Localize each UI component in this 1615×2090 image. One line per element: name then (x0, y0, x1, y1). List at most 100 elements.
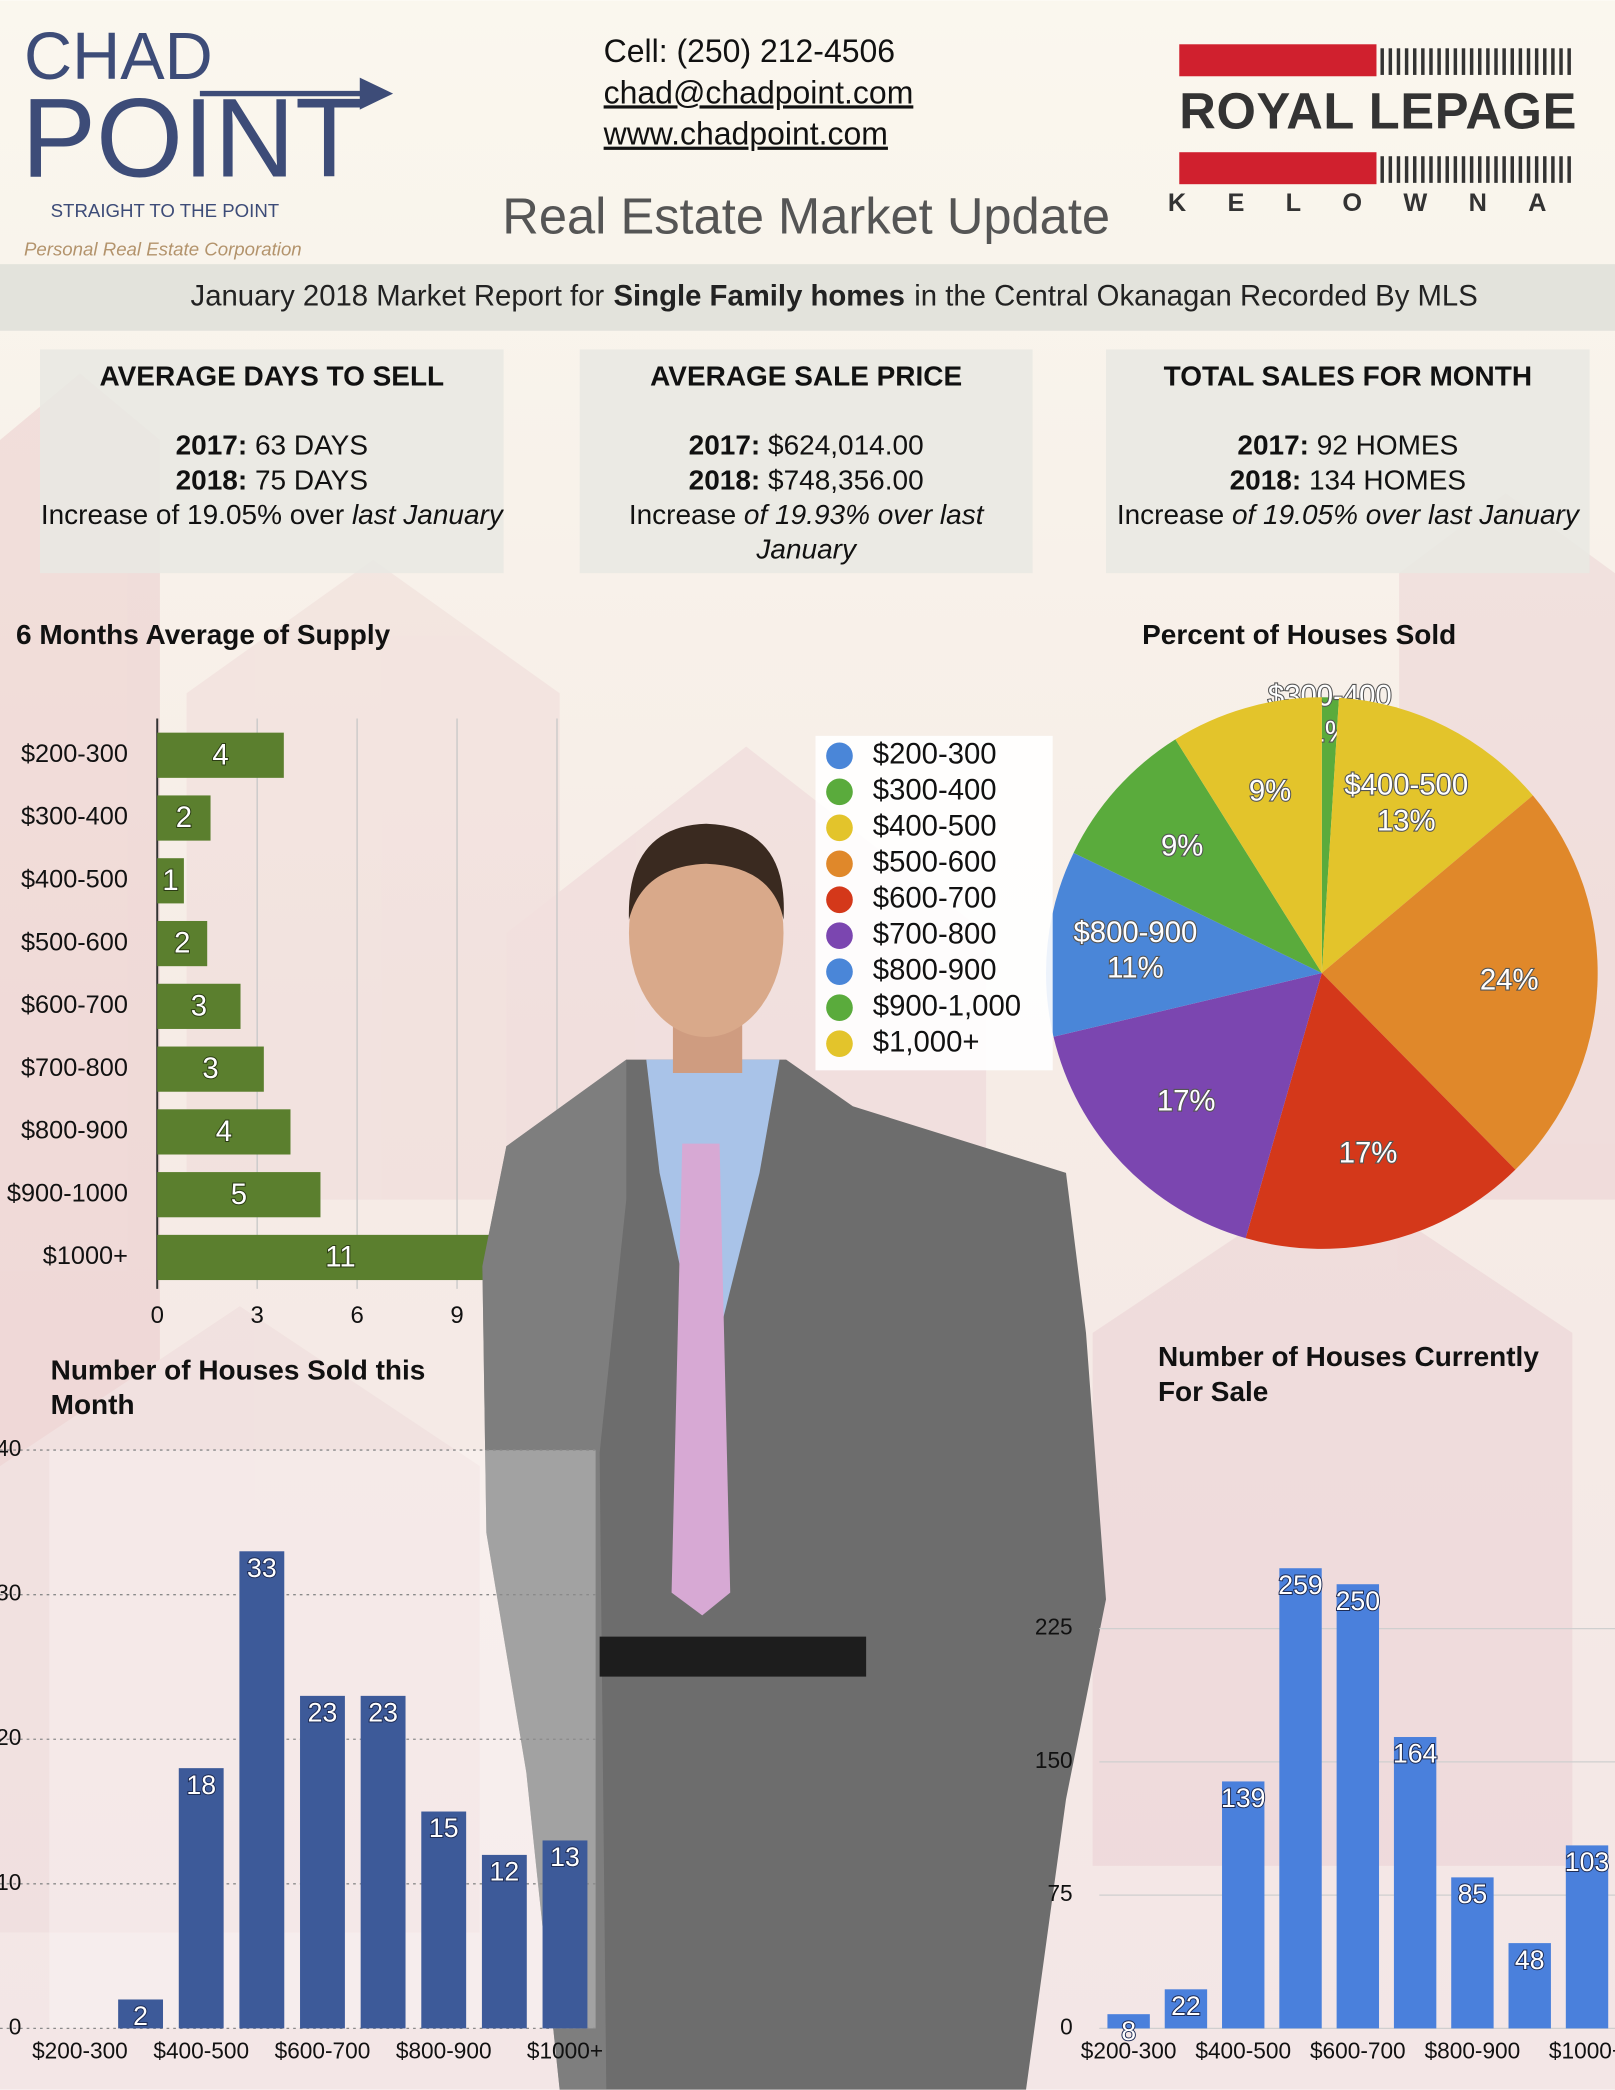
pie-slice (1175, 697, 1322, 974)
barcode-line (1429, 48, 1433, 75)
bar (1336, 1584, 1380, 2029)
stat-value: $748,356.00 (768, 465, 924, 497)
chart-title-box: 6 Months Average of Supply (15, 619, 391, 651)
chart-title: Number of Houses Sold this Month (50, 1355, 426, 1421)
barcode-line (1543, 156, 1547, 183)
bar (239, 1551, 285, 2029)
brand-logo: ROYAL LEPAGE KELOWNA (1168, 44, 1588, 217)
stat-note-italic: of 19.93% over last January (743, 500, 984, 566)
stat-box: AVERAGE SALE PRICE 2017: $624,014.00 201… (579, 349, 1033, 574)
barcode-line (1518, 156, 1523, 183)
logo-arrowhead (359, 77, 394, 110)
tie (671, 1143, 731, 1616)
y-tick-label: $400-500 (21, 865, 128, 893)
data-label: 23 (308, 1698, 338, 1728)
bar (157, 1172, 321, 1218)
stat-note-italic: of 19.05% over last January (1231, 500, 1579, 531)
barcode-line (1494, 48, 1498, 75)
data-label: 139 (1221, 1783, 1265, 1813)
stat-label: 2017: (175, 430, 248, 462)
bar (421, 1811, 467, 2029)
data-label: 3 (191, 989, 207, 1022)
y-tick-label: $800-900 (21, 1117, 128, 1145)
stat-value: 75 DAYS (254, 465, 369, 497)
x-tick-label: $200-300 (32, 2037, 128, 2063)
bar (1222, 1781, 1265, 2029)
contact-email[interactable]: chad@chadpoint.com (604, 74, 914, 110)
barcode-line (1396, 156, 1401, 183)
bar (157, 983, 241, 1029)
barcode-line (1437, 48, 1441, 75)
bar (1164, 1989, 1208, 2029)
data-label: 33 (247, 1553, 277, 1583)
data-label: 103 (1565, 1847, 1609, 1877)
data-label: 85 (1458, 1879, 1488, 1909)
y-tick-label: 225 (1035, 1614, 1073, 1640)
barcode-line (1502, 156, 1506, 183)
x-tick-label: $1000+ (1549, 2037, 1615, 2063)
barcode-line (1404, 48, 1409, 75)
front-layer: 010203040$200-3002$400-5001833$600-70023… (0, 1435, 1615, 2063)
stat-value: 92 HOMES (1316, 430, 1459, 462)
barcode-line (1429, 156, 1433, 183)
pie-slice (1321, 795, 1598, 1170)
barcode-line (1453, 156, 1458, 183)
barcode-line (1510, 156, 1514, 183)
bar (481, 1854, 527, 2029)
x-tick-label: $800-900 (1425, 2037, 1521, 2063)
bar (157, 732, 284, 778)
stat-label: 2018: (1229, 465, 1302, 497)
legend-swatch (826, 958, 853, 986)
data-label: 1 (162, 864, 178, 897)
data-label: 2 (174, 927, 190, 960)
x-tick-label: 9 (450, 1302, 463, 1329)
x-tick-label: $400-500 (1195, 2037, 1291, 2063)
data-label: 8 (1121, 2016, 1136, 2046)
bar (1393, 1737, 1437, 2029)
brand-city: KELOWNA (1168, 189, 1588, 217)
data-label: 9% (1249, 775, 1291, 808)
data-label: 11 (325, 1241, 355, 1274)
stat-box-body: AVERAGE DAYS TO SELL 2017: 63 DAYS 2018:… (39, 349, 504, 574)
data-label: 164 (1393, 1739, 1438, 1769)
bar (157, 795, 211, 841)
chart-title: 6 Months Average of Supply (15, 619, 391, 651)
x-tick-label: $1000+ (527, 2037, 603, 2063)
data-label: 12 (490, 1857, 520, 1887)
data-label: 11% (1107, 952, 1163, 985)
barcode-line (1567, 156, 1571, 183)
y-tick-label: $900-1000 (7, 1179, 128, 1207)
stat-label: 2018: (688, 465, 761, 497)
chart-title: Number of Houses Currently For Sale (1157, 1342, 1539, 1408)
data-label: 13% (1377, 805, 1436, 838)
y-tick-label: $300-400 (21, 803, 128, 831)
barcode-line (1502, 48, 1506, 75)
bar (1279, 1568, 1322, 2029)
barcode-line (1388, 48, 1393, 75)
chart-title: Percent of Houses Sold (1142, 619, 1457, 651)
bar (157, 1046, 264, 1092)
stat-box: AVERAGE DAYS TO SELL 2017: 63 DAYS 2018:… (39, 349, 504, 574)
pie-slice (1053, 973, 1322, 1239)
portrait (482, 823, 1106, 2090)
legend-label: $900-1,000 (873, 989, 1021, 1022)
data-label: 23 (368, 1698, 398, 1728)
bar (542, 1840, 588, 2029)
barcode-line (1469, 156, 1474, 183)
bar (157, 1234, 524, 1281)
bar (157, 920, 208, 967)
data-label: 18 (186, 1770, 216, 1800)
data-label: 4 (212, 738, 228, 771)
barcode-line (1551, 156, 1555, 183)
chart-title-box: Number of Houses Sold this Month (50, 1355, 426, 1421)
barcode-line (1543, 48, 1547, 75)
contact-website[interactable]: www.chadpoint.com (603, 116, 888, 152)
barcode-line (1412, 48, 1417, 75)
stat-title: AVERAGE DAYS TO SELL (99, 361, 445, 393)
x-tick-label: $400-500 (153, 2037, 249, 2063)
hair (628, 823, 784, 920)
stat-value: $624,014.00 (768, 430, 924, 462)
x-tick-label: 0 (151, 1302, 164, 1329)
brand-barcode (1380, 48, 1571, 183)
barcode-line (1510, 48, 1514, 75)
